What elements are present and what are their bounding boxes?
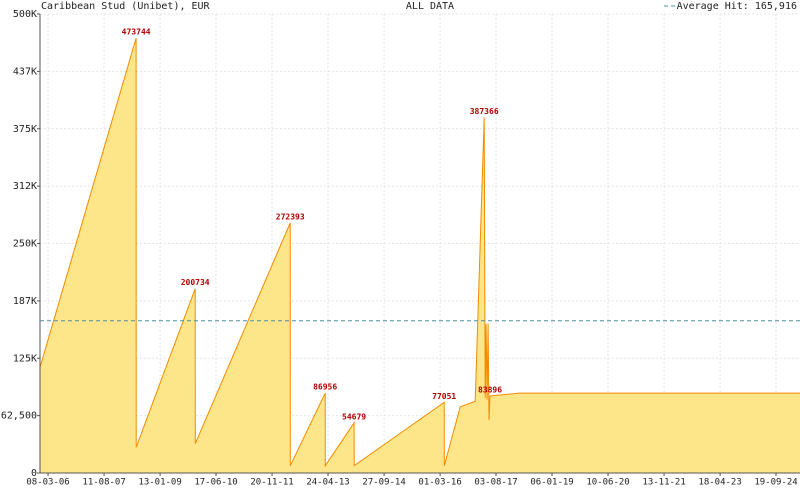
data-label: 83896 [478,385,502,394]
y-tick-label: 312K [13,181,37,192]
x-tick-label: 01-03-16 [418,478,461,488]
x-tick-label: 19-09-24 [754,478,797,488]
data-label: 473744 [122,28,151,37]
data-label: 272393 [276,212,305,221]
data-label: 77051 [432,392,456,401]
x-tick-label: 06-01-19 [530,478,573,488]
y-tick-label: 125K [13,353,37,364]
y-tick-label: 250K [13,239,37,250]
chart-title: Caribbean Stud (Unibet), EUR [41,1,211,12]
data-label: 86956 [313,383,337,392]
x-tick-label: 10-06-20 [586,478,629,488]
data-label: 387366 [470,107,499,116]
x-tick-label: 08-03-06 [26,478,69,488]
x-tick-label: 13-01-09 [138,478,181,488]
area [40,38,800,473]
data-label: 54679 [342,412,366,421]
x-tick-label: 03-08-17 [474,478,517,488]
legend-label: Average Hit: 165,916 [677,1,797,12]
x-tick-label: 24-04-13 [306,478,349,488]
y-tick-label: 0 [31,468,37,479]
x-tick-label: 18-04-23 [698,478,741,488]
y-tick-label: 500K [13,9,37,20]
data-label: 200734 [181,278,210,287]
x-tick-label: 17-06-10 [194,478,237,488]
y-tick-label: 375K [13,124,37,135]
chart-subtitle: ALL DATA [406,1,454,12]
y-tick-label: 187K [13,296,37,307]
line [39,37,800,468]
x-tick-label: 11-08-07 [82,478,125,488]
y-tick-label: 62,500 [1,411,37,422]
x-tick-label: 20-11-11 [250,478,293,488]
x-tick-label: 27-09-14 [362,478,405,488]
y-tick-label: 437K [13,66,37,77]
x-tick-label: 13-11-21 [642,478,685,488]
